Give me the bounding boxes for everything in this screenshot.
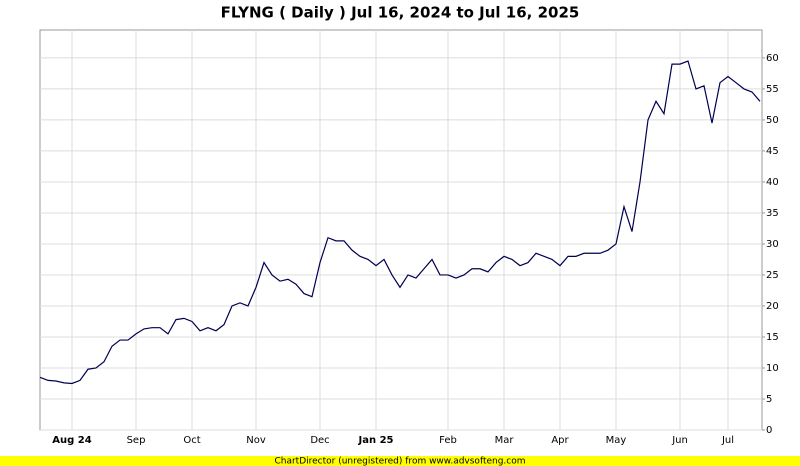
x-tick-label: May <box>606 435 627 446</box>
y-tick-label: 15 <box>766 332 779 343</box>
y-tick-label: 50 <box>766 115 779 126</box>
y-tick-label: 55 <box>766 84 779 95</box>
y-tick-label: 0 <box>766 425 772 436</box>
x-tick-label: Aug 24 <box>52 435 91 446</box>
x-tick-label: Oct <box>183 435 200 446</box>
x-tick-label: Mar <box>495 435 515 446</box>
y-tick-label: 20 <box>766 301 779 312</box>
y-tick-label: 60 <box>766 53 779 64</box>
y-tick-label: 45 <box>766 146 779 157</box>
y-tick-label: 25 <box>766 270 779 281</box>
plot-area <box>39 29 763 431</box>
x-tick-label: Jan 25 <box>358 435 394 446</box>
x-tick-label: Feb <box>439 435 457 446</box>
y-tick-label: 5 <box>766 394 772 405</box>
chart-title: FLYNG ( Daily ) Jul 16, 2024 to Jul 16, … <box>221 4 580 22</box>
y-tick-label: 30 <box>766 239 779 250</box>
x-tick-label: Apr <box>551 435 569 446</box>
y-tick-label: 10 <box>766 363 779 374</box>
y-tick-label: 35 <box>766 208 779 219</box>
x-tick-label: Sep <box>127 435 146 446</box>
footer: ChartDirector (unregistered) from www.ad… <box>274 457 525 466</box>
x-tick-label: Nov <box>246 435 266 446</box>
x-tick-label: Jun <box>671 435 688 446</box>
y-tick-label: 40 <box>766 177 779 188</box>
x-tick-label: Jul <box>721 435 734 446</box>
x-tick-label: Dec <box>310 435 329 446</box>
footer-bar <box>0 456 800 466</box>
price-line <box>39 60 761 385</box>
